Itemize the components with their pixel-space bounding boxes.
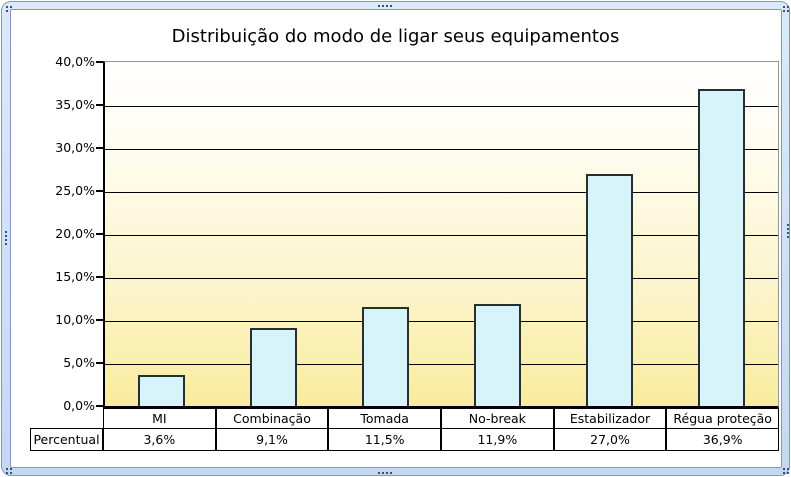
data-table-value-Régua proteção: 36,9% xyxy=(666,428,780,451)
data-table-row: Percentual 3,6% 9,1% 11,5% 11,9% 27,0% 36,9% xyxy=(30,428,780,451)
y-axis-tick-mark xyxy=(96,233,103,235)
y-axis-tick-label: 0,0% xyxy=(63,398,95,413)
category-label: Régua proteção xyxy=(666,408,780,428)
gridline xyxy=(105,148,778,150)
data-table-value-No-break: 11,9% xyxy=(441,428,554,451)
resize-handle-top-icon[interactable] xyxy=(378,5,392,7)
data-table-value-MI: 3,6% xyxy=(103,428,216,451)
plot-area xyxy=(103,61,779,408)
y-axis-tick-label: 40,0% xyxy=(55,54,95,69)
y-axis-tick-label: 25,0% xyxy=(55,183,95,198)
gridline xyxy=(105,320,778,322)
bar-Combinação[interactable] xyxy=(249,327,297,406)
gridline xyxy=(105,234,778,236)
resize-handle-top-right-icon[interactable] xyxy=(783,6,785,8)
category-axis-row: MI Combinação Tomada No-break Estabilizador R… xyxy=(103,408,780,428)
y-axis-tick-mark xyxy=(96,319,103,321)
category-label: Estabilizador xyxy=(553,408,667,428)
y-axis-tick-mark xyxy=(96,147,103,149)
y-axis-tick-label: 30,0% xyxy=(55,140,95,155)
y-axis-tick-label: 15,0% xyxy=(55,269,95,284)
gridline xyxy=(105,277,778,279)
bar-Tomada[interactable] xyxy=(361,307,409,406)
resize-handle-top-left-icon[interactable] xyxy=(6,6,8,8)
gridline xyxy=(105,363,778,365)
y-axis-tick-mark xyxy=(96,276,103,278)
category-label: No-break xyxy=(441,408,554,428)
data-table-row-header: Percentual xyxy=(30,428,103,451)
category-label: Tomada xyxy=(328,408,442,428)
y-axis-tick-label: 5,0% xyxy=(63,355,95,370)
bar-Régua proteção[interactable] xyxy=(698,88,746,406)
y-axis-tick-label: 10,0% xyxy=(55,312,95,327)
y-axis-tick-mark xyxy=(96,362,103,364)
resize-handle-bottom-icon[interactable] xyxy=(378,472,392,474)
resize-handle-left-icon[interactable] xyxy=(5,231,7,245)
data-table-value-Estabilizador: 27,0% xyxy=(553,428,667,451)
y-axis-tick-mark xyxy=(96,405,103,407)
bar-Estabilizador[interactable] xyxy=(586,173,634,406)
data-table-value-Combinação: 9,1% xyxy=(215,428,329,451)
resize-handle-bottom-right-icon[interactable] xyxy=(783,468,785,470)
resize-handle-bottom-left-icon[interactable] xyxy=(6,468,8,470)
y-axis-tick-mark xyxy=(96,190,103,192)
y-axis-tick-label: 35,0% xyxy=(55,97,95,112)
resize-handle-right-icon[interactable] xyxy=(787,224,789,238)
category-label: MI xyxy=(103,408,216,428)
y-axis-tick-label: 20,0% xyxy=(55,226,95,241)
bar-MI[interactable] xyxy=(137,375,185,406)
gridline xyxy=(105,191,778,193)
category-label: Combinação xyxy=(215,408,329,428)
data-table-value-Tomada: 11,5% xyxy=(328,428,442,451)
gridline xyxy=(105,105,778,107)
y-axis-tick-mark xyxy=(96,104,103,106)
chart-title: Distribuição do modo de ligar seus equip… xyxy=(171,26,620,47)
bar-No-break[interactable] xyxy=(474,303,522,406)
y-axis-tick-mark xyxy=(96,61,103,63)
